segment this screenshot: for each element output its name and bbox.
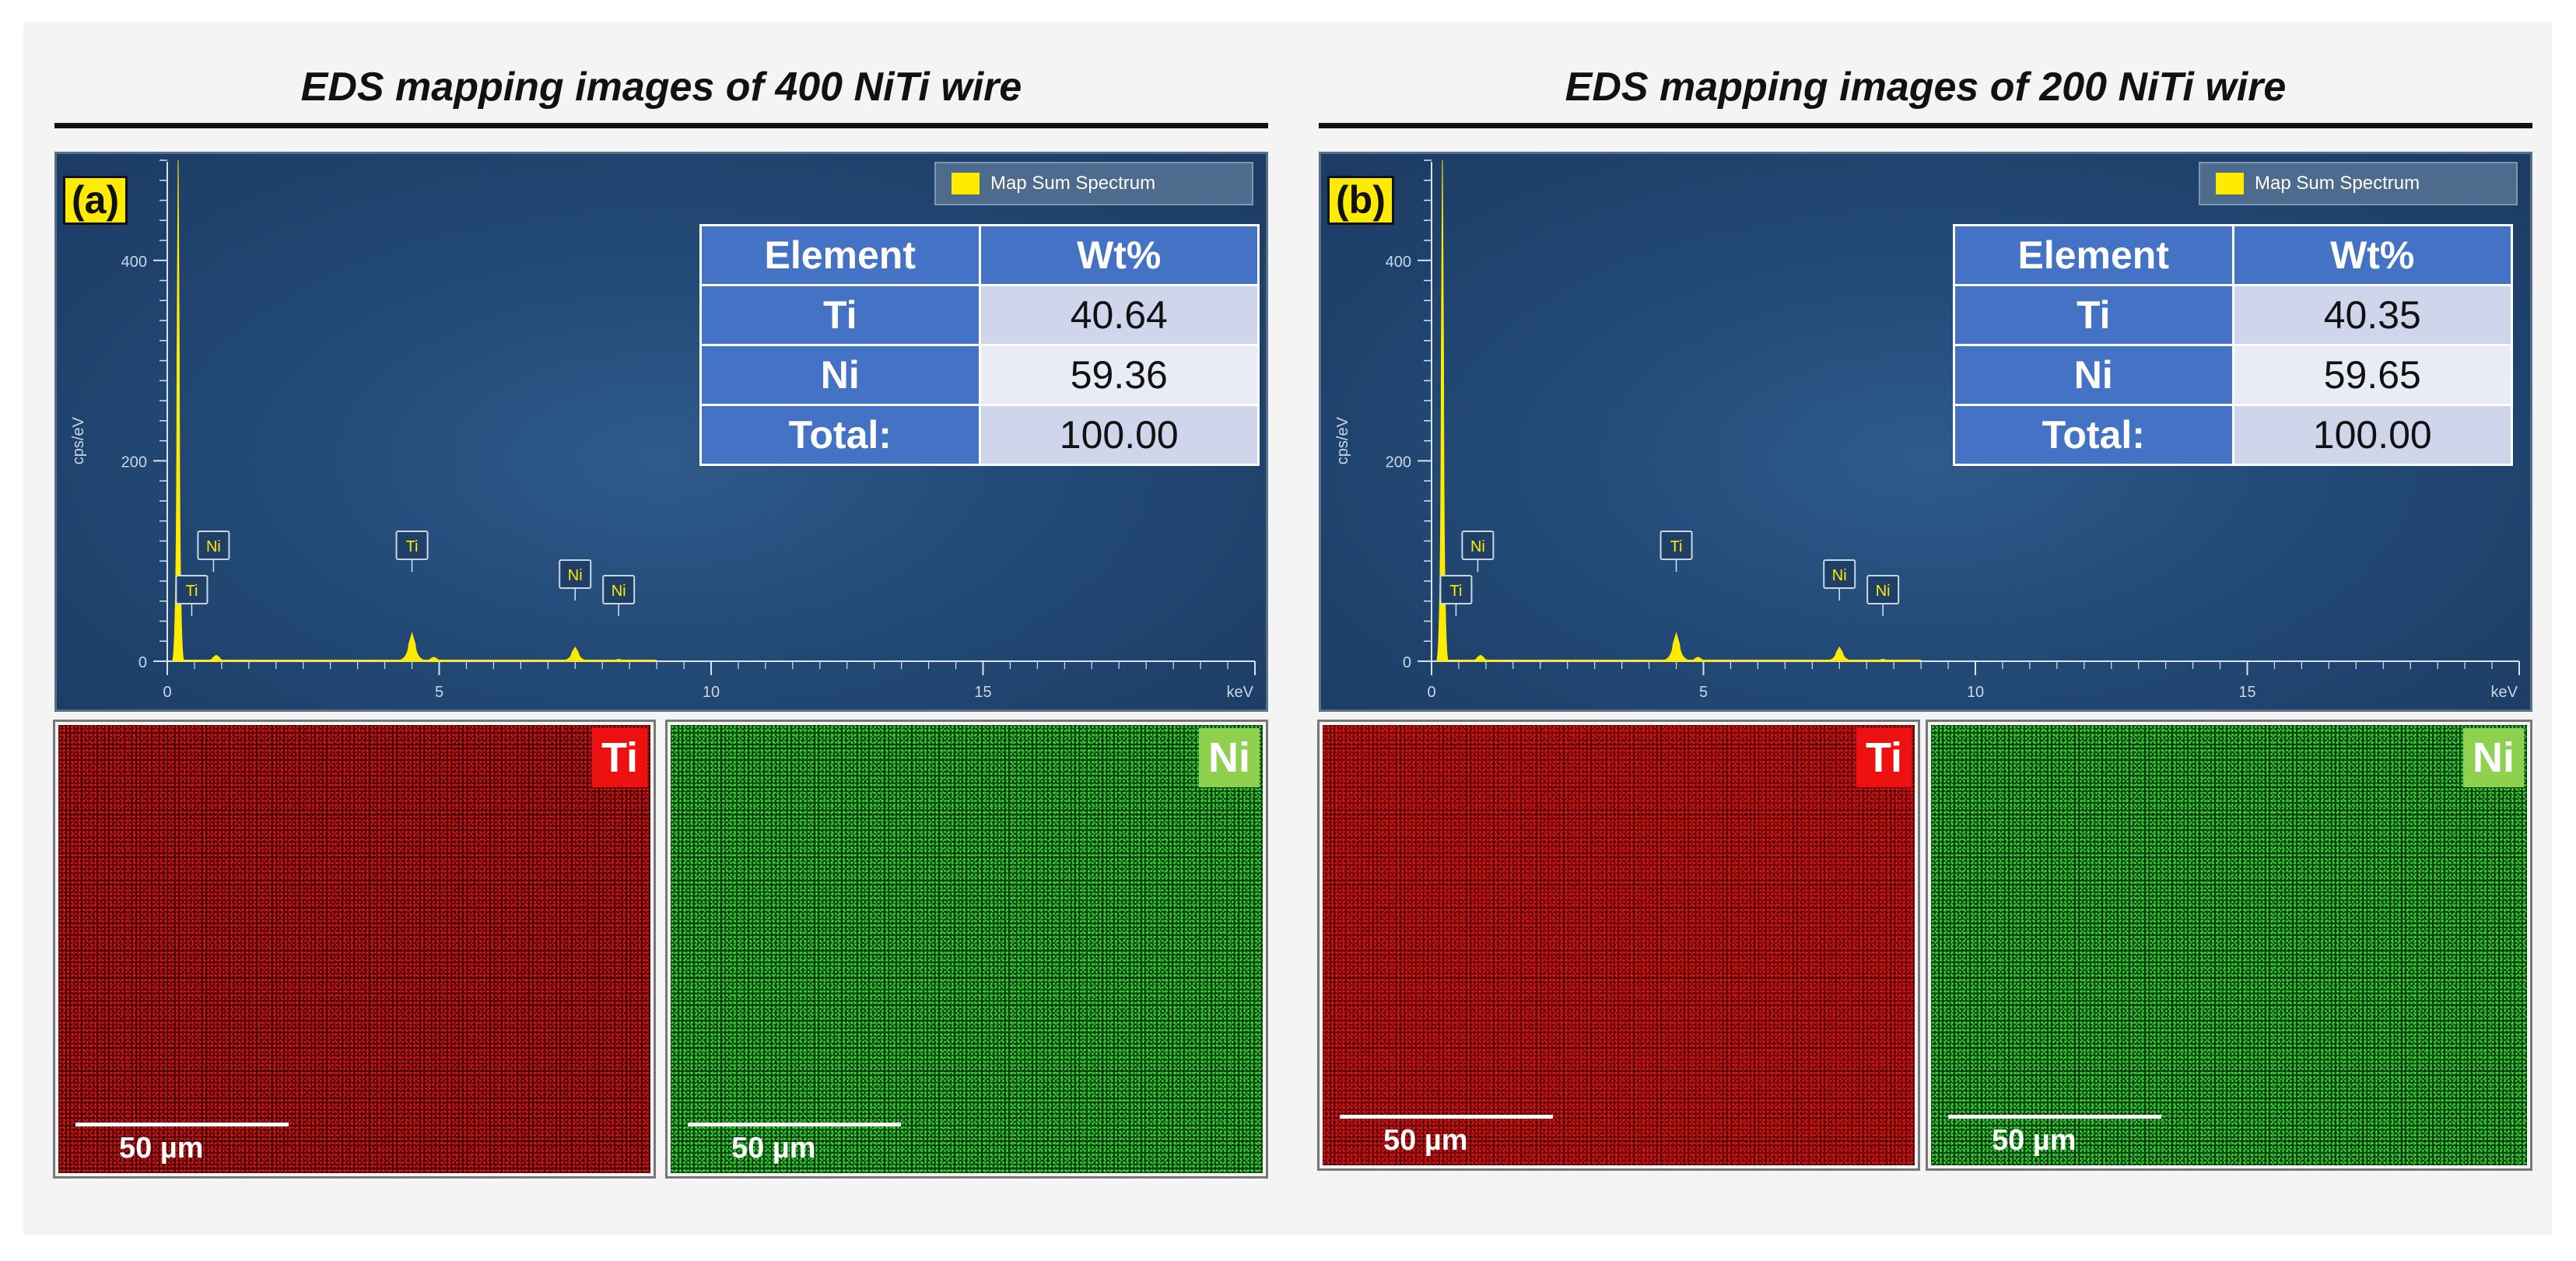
scale-bar [75, 1123, 289, 1126]
row-element: Ni [1953, 344, 2234, 406]
panel-a-label: (a) [63, 176, 128, 225]
wt-table-b: Element Wt% Ti 40.35 Ni 59.65 Total: 100… [1953, 224, 2513, 466]
row-wt: 100.00 [2231, 404, 2513, 466]
scale-bar [1340, 1115, 1553, 1119]
scale-label: 50 µm [1383, 1124, 1468, 1157]
spectrum-peak [1659, 632, 1694, 662]
x-tick-label: 5 [435, 684, 443, 701]
row-element: Ti [699, 284, 981, 346]
y-axis-label: cps/eV [1334, 416, 1351, 464]
peak-label: Ti [1670, 538, 1683, 555]
peak-label: Ti [185, 583, 198, 600]
spectrum-a-legend: Map Sum Spectrum [934, 162, 1253, 205]
spectrum-peak [1435, 159, 1449, 662]
header-element: Element [1953, 224, 2234, 286]
header-element: Element [699, 224, 981, 286]
peak-label-box [395, 531, 429, 560]
y-tick-label: 200 [1386, 454, 1411, 471]
y-axis-label: cps/eV [70, 416, 87, 464]
y-tick-label: 0 [1403, 654, 1411, 671]
peak-label-box [175, 575, 209, 604]
row-element: Total: [1953, 404, 2234, 466]
peak-label: Ni [206, 538, 221, 555]
map-a-ni-badge: Ni [1199, 728, 1260, 787]
spectrum-peak [557, 646, 593, 662]
header-wt: Wt% [978, 224, 1260, 286]
peak-label-box [1461, 531, 1495, 560]
row-element: Ti [1953, 284, 2234, 346]
scale-label: 50 µm [119, 1132, 204, 1165]
legend-swatch [952, 173, 980, 194]
legend-label: Map Sum Spectrum [990, 173, 1156, 194]
map-b-ti-image [1323, 725, 1915, 1165]
scale-bar [1948, 1115, 2161, 1119]
spectrum-a: 0 200 400 0 5 10 15 keV cps/eV Ti Ni Ti Ni Ni (a) Map… [54, 152, 1268, 712]
peak-label-box [1823, 559, 1856, 589]
map-b-ti: Ti 50 µm [1317, 720, 1920, 1171]
peak-label: Ni [1832, 567, 1847, 584]
map-a-ti-image [58, 725, 650, 1173]
x-tick-label: 10 [703, 684, 720, 701]
peak-label-box [1660, 531, 1693, 560]
row-wt: 59.36 [978, 344, 1260, 406]
peak-label-box [602, 575, 636, 604]
legend-label: Map Sum Spectrum [2255, 173, 2420, 194]
x-tick-label: 0 [1427, 684, 1435, 701]
spectrum-peak [171, 159, 185, 662]
x-tick-label: 0 [163, 684, 171, 701]
peak-label-box [1866, 575, 1900, 604]
peak-label: Ti [406, 538, 419, 555]
scale-label: 50 µm [731, 1132, 816, 1165]
row-wt: 40.64 [978, 284, 1260, 346]
map-b-ti-badge: Ti [1856, 728, 1912, 787]
spectrum-b: 0 200 400 0 5 10 15 keV cps/eV Ti Ni Ti Ni Ni (b) Map… [1319, 152, 2532, 712]
row-wt: 100.00 [978, 404, 1260, 466]
map-a-ti-badge: Ti [591, 728, 647, 787]
map-b-ni-badge: Ni [2463, 728, 2524, 787]
legend-swatch [2216, 173, 2244, 194]
y-tick-label: 200 [121, 454, 147, 471]
scale-bar [688, 1123, 901, 1126]
x-unit-label: keV [2491, 684, 2518, 701]
panel-a-rule [54, 123, 1268, 128]
panel-a-title: EDS mapping images of 400 NiTi wire [300, 65, 1022, 110]
peak-label: Ni [1876, 583, 1891, 600]
panel-b-title: EDS mapping images of 200 NiTi wire [1565, 65, 2287, 110]
map-b-ni-image [1931, 725, 2527, 1165]
x-unit-label: keV [1227, 684, 1254, 701]
panel-b-label: (b) [1327, 176, 1394, 225]
y-tick-label: 400 [121, 254, 147, 271]
peak-label: Ni [568, 567, 583, 584]
panel-b-rule [1319, 123, 2532, 128]
x-tick-label: 15 [2238, 684, 2255, 701]
peak-label-box [1439, 575, 1473, 604]
row-element: Total: [699, 404, 981, 466]
x-tick-label: 15 [974, 684, 991, 701]
y-tick-label: 0 [138, 654, 147, 671]
peak-label: Ni [1470, 538, 1485, 555]
peak-label: Ti [1449, 583, 1462, 600]
scale-label: 50 µm [1992, 1124, 2077, 1157]
map-a-ti: Ti 50 µm [53, 720, 656, 1179]
wt-table-a: Element Wt% Ti 40.64 Ni 59.36 Total: 100… [699, 224, 1260, 466]
spectrum-peak [394, 632, 429, 662]
header-wt: Wt% [2231, 224, 2513, 286]
spectrum-peak [1821, 646, 1857, 662]
row-element: Ni [699, 344, 981, 406]
peak-label-box [559, 559, 592, 589]
map-a-ni: Ni 50 µm [665, 720, 1268, 1179]
map-a-ni-image [671, 725, 1263, 1173]
peak-label-box [197, 531, 230, 560]
peak-label: Ni [612, 583, 626, 600]
map-b-ni: Ni 50 µm [1926, 720, 2532, 1171]
spectrum-b-legend: Map Sum Spectrum [2199, 162, 2518, 205]
x-tick-label: 5 [1699, 684, 1708, 701]
y-tick-label: 400 [1386, 254, 1411, 271]
row-wt: 40.35 [2231, 284, 2513, 346]
row-wt: 59.65 [2231, 344, 2513, 406]
x-tick-label: 10 [1967, 684, 1984, 701]
